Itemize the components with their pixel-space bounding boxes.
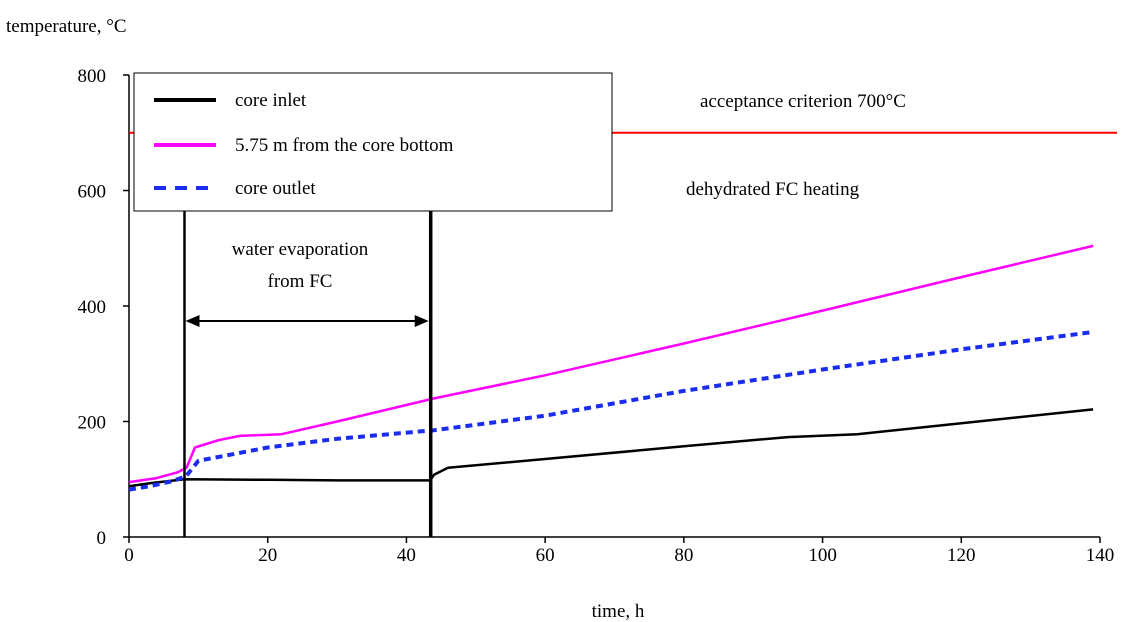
dehydrated-fc-heating-label: dehydrated FC heating xyxy=(686,179,860,200)
y-axis-title: temperature, °C xyxy=(6,16,127,37)
y-tick-label: 400 xyxy=(78,297,107,318)
x-tick-label: 140 xyxy=(1086,545,1115,566)
y-tick-label: 600 xyxy=(78,182,107,203)
series-core-inlet xyxy=(128,408,1094,488)
legend-label-5-75m: 5.75 m from the core bottom xyxy=(235,135,454,156)
legend-box xyxy=(133,72,613,212)
arrow-head-right xyxy=(414,315,429,327)
x-tick-label: 20 xyxy=(258,545,277,566)
x-tick-label: 80 xyxy=(674,545,693,566)
y-tick-label: 200 xyxy=(78,413,107,434)
evaporation-label-line2: from FC xyxy=(268,271,333,292)
axis-ticks: 0 20 40 60 80 100 120 140 0 200 400 600 800 xyxy=(78,66,1115,566)
evaporation-label-line1: water evaporation xyxy=(232,239,369,260)
x-tick-label: 60 xyxy=(536,545,555,566)
x-tick-label: 40 xyxy=(397,545,416,566)
arrow-head-left xyxy=(185,315,200,327)
x-tick-label: 100 xyxy=(808,545,837,566)
y-tick-label: 800 xyxy=(78,66,107,87)
x-tick-label: 120 xyxy=(947,545,976,566)
y-tick-label: 0 xyxy=(97,528,107,549)
legend-label-core-inlet: core inlet xyxy=(235,90,307,111)
acceptance-criterion-label: acceptance criterion 700°C xyxy=(700,91,906,112)
legend-label-core-outlet: core outlet xyxy=(235,178,316,199)
series-core-outlet xyxy=(128,330,1094,492)
series-5-75m-from-bottom xyxy=(128,244,1094,484)
legend: core inlet 5.75 m from the core bottom c… xyxy=(133,72,613,212)
x-axis-title: time, h xyxy=(592,601,645,622)
series-layer xyxy=(128,244,1094,492)
x-tick-label: 0 xyxy=(124,545,134,566)
